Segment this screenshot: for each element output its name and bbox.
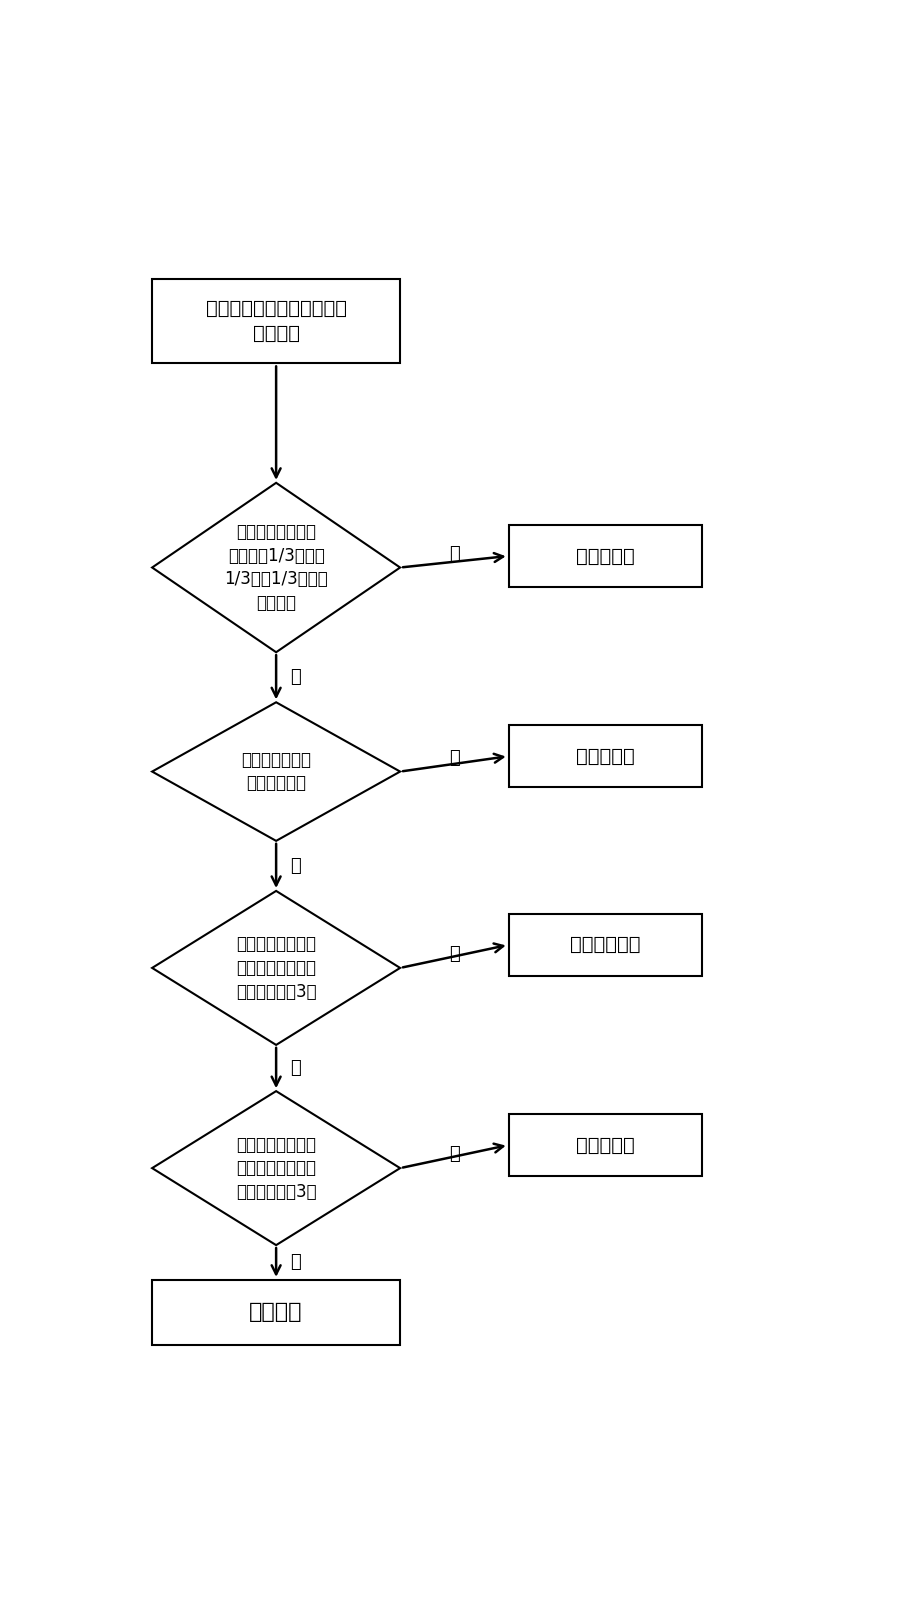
Text: 归一化指数值连续
较大的最长时间段
是否大于等于3年: 归一化指数值连续 较大的最长时间段 是否大于等于3年 [236,1136,317,1200]
FancyBboxPatch shape [152,1280,400,1346]
Text: 森林扰动: 森林扰动 [249,1302,303,1323]
Polygon shape [152,702,400,841]
Text: 持续的森林: 持续的森林 [576,1136,635,1154]
Text: 否: 否 [449,1146,460,1163]
Text: 否: 否 [449,944,460,964]
Text: 是: 是 [290,1059,301,1077]
Polygon shape [152,1091,400,1245]
FancyBboxPatch shape [509,1114,702,1176]
Text: 掩膜次数是否超过
一半且前1/3、中间
1/3、后1/3时间段
均被掩膜: 掩膜次数是否超过 一半且前1/3、中间 1/3、后1/3时间段 均被掩膜 [224,523,328,612]
FancyBboxPatch shape [152,278,400,363]
Text: 归一化植被指数
值是否均较低: 归一化植被指数 值是否均较低 [241,751,311,793]
Text: 是: 是 [449,545,460,562]
Text: 是: 是 [449,749,460,767]
Text: 持续的非森林: 持续的非森林 [571,935,640,954]
Text: 是: 是 [290,1253,301,1272]
FancyBboxPatch shape [509,914,702,976]
Text: 否: 否 [290,668,301,686]
FancyBboxPatch shape [509,526,702,586]
Text: 持续的水体: 持续的水体 [576,547,635,566]
FancyBboxPatch shape [509,725,702,786]
Polygon shape [152,892,400,1045]
Text: 归一化指数值连续
较低的最长时间段
是否大于等于3年: 归一化指数值连续 较低的最长时间段 是否大于等于3年 [236,935,317,1000]
Text: 一个像素的时间序列归一化
指数剖面: 一个像素的时间序列归一化 指数剖面 [206,299,346,344]
Text: 否: 否 [290,857,301,874]
Text: 持续的森林: 持续的森林 [576,746,635,765]
Polygon shape [152,483,400,652]
